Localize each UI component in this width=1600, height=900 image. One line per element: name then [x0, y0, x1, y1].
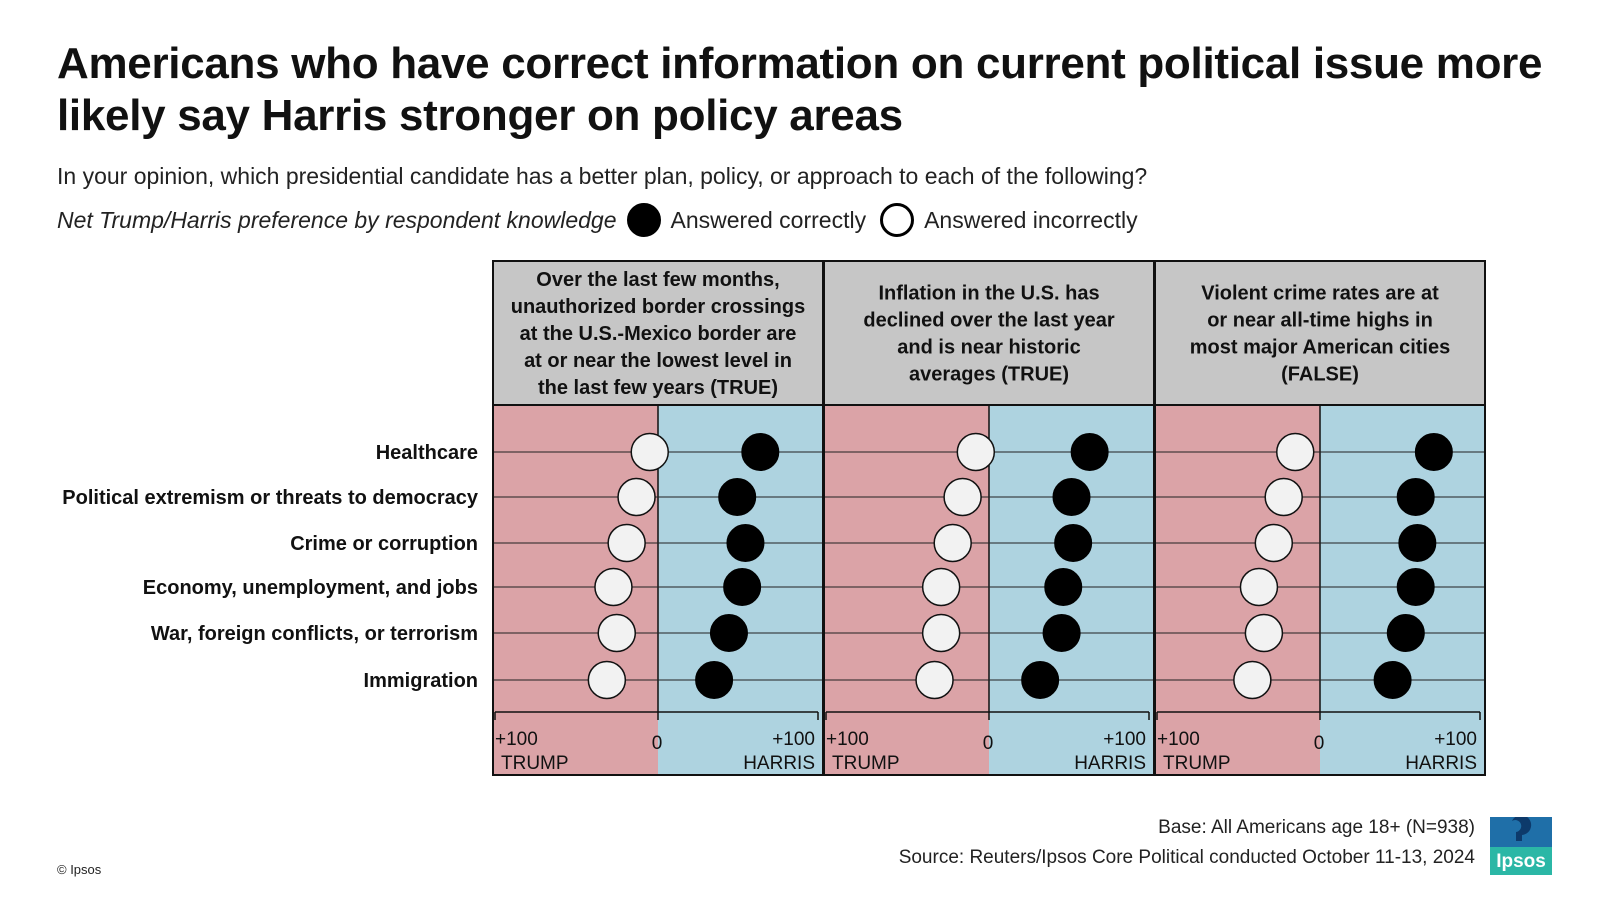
dot-correct: [718, 478, 757, 516]
axis-label-trump: TRUMP: [832, 753, 900, 774]
ipsos-logo: Ipsos: [1490, 817, 1552, 875]
dot-incorrect: [594, 567, 633, 607]
panel-header-line: the last few years (TRUE): [538, 377, 778, 399]
axis-label-left-value: +100: [495, 729, 538, 750]
logo-emblem: [1512, 817, 1532, 841]
panel-header-line: declined over the last year: [863, 310, 1114, 332]
panel-header-line: most major American cities: [1190, 337, 1450, 359]
axis-label-harris: HARRIS: [1074, 753, 1146, 774]
legend-correct-marker: [626, 203, 661, 237]
axis-label-left-value: +100: [1157, 729, 1200, 750]
dot-incorrect: [617, 477, 656, 517]
dot-correct: [723, 568, 762, 606]
axis-label-right-value: +100: [1103, 729, 1146, 750]
dot-incorrect: [921, 613, 961, 653]
dot-incorrect: [597, 613, 636, 653]
dot-incorrect: [1264, 477, 1303, 517]
panel-header-line: Inflation in the U.S. has: [878, 283, 1099, 305]
dot-incorrect: [933, 523, 972, 563]
dot-correct: [1044, 568, 1083, 606]
axis-label-harris: HARRIS: [1405, 753, 1477, 774]
dot-correct: [1396, 478, 1435, 516]
legend-note: Net Trump/Harris preference by responden…: [57, 206, 617, 233]
chart-subtitle: In your opinion, which presidential cand…: [57, 163, 1148, 189]
dot-correct: [726, 524, 765, 562]
logo-text: Ipsos: [1496, 851, 1546, 872]
dot-incorrect: [956, 432, 996, 472]
dot-incorrect: [1233, 660, 1272, 700]
panel-header-line: Over the last few months,: [536, 269, 779, 291]
dot-correct: [709, 614, 748, 652]
legend-incorrect-label: Answered incorrectly: [924, 206, 1138, 233]
axis-label-zero: 0: [652, 733, 663, 754]
footer-source: Source: Reuters/Ipsos Core Political con…: [898, 847, 1475, 868]
dot-correct: [1373, 661, 1412, 699]
legend: Net Trump/Harris preference by responden…: [57, 200, 1152, 240]
dot-incorrect: [1276, 432, 1315, 472]
axis-label-zero: 0: [1314, 733, 1325, 754]
chart-title: Americans who have correct information o…: [57, 39, 1543, 140]
dot-correct: [1054, 524, 1093, 562]
dot-incorrect: [943, 477, 982, 517]
axis-label-trump: TRUMP: [1163, 753, 1231, 774]
dot-correct: [1386, 614, 1425, 652]
panel-header-box: [823, 260, 1155, 406]
dot-incorrect: [1244, 613, 1284, 653]
panel-header-box: [1154, 260, 1486, 406]
row-label: Economy, unemployment, and jobs: [143, 577, 478, 599]
row-label: Crime or corruption: [290, 533, 478, 555]
row-label: Political extremism or threats to democr…: [62, 487, 479, 509]
dot-correct: [1398, 524, 1437, 562]
dot-incorrect: [607, 523, 646, 563]
dot-incorrect: [587, 660, 627, 700]
panel-header-line: averages (TRUE): [909, 364, 1069, 386]
dot-correct: [695, 661, 734, 699]
axis-label-left-value: +100: [826, 729, 869, 750]
dot-incorrect: [915, 660, 954, 700]
axis-label-trump: TRUMP: [501, 753, 569, 774]
legend-correct-label: Answered correctly: [670, 206, 867, 233]
row-label: War, foreign conflicts, or terrorism: [151, 623, 478, 645]
dot-correct: [1021, 661, 1060, 699]
dot-incorrect: [1254, 523, 1294, 563]
dot-incorrect: [630, 432, 669, 472]
panel-header-line: Violent crime rates are at: [1201, 283, 1439, 305]
dot-correct: [741, 433, 780, 471]
trump-side-bg: [824, 405, 989, 775]
panel-header-line: and is near historic: [897, 337, 1080, 359]
row-label: Immigration: [364, 670, 478, 692]
dot-correct: [1042, 614, 1081, 652]
dot-correct: [1070, 433, 1109, 471]
panel-header-line: unauthorized border crossings: [511, 296, 805, 318]
dot-incorrect: [1239, 567, 1279, 607]
panel-frame: [1154, 260, 1486, 776]
dot-incorrect: [921, 567, 961, 607]
axis-label-zero: 0: [983, 733, 994, 754]
panel-header-line: at the U.S.-Mexico border are: [520, 323, 797, 345]
axis-label-harris: HARRIS: [743, 753, 815, 774]
dot-correct: [1052, 478, 1091, 516]
dot-correct: [1396, 568, 1435, 606]
axis-label-right-value: +100: [1434, 729, 1477, 750]
copyright: © Ipsos: [57, 862, 102, 877]
row-label: Healthcare: [376, 442, 478, 464]
dot-correct: [1414, 433, 1453, 471]
panel-header-line: at or near the lowest level in: [524, 350, 792, 372]
footer-base: Base: All Americans age 18+ (N=938): [1158, 817, 1475, 838]
panel-header-line: (FALSE): [1281, 364, 1359, 386]
axis-label-right-value: +100: [772, 729, 815, 750]
legend-incorrect-marker: [880, 203, 915, 237]
panel-header-line: or near all-time highs in: [1207, 310, 1433, 332]
